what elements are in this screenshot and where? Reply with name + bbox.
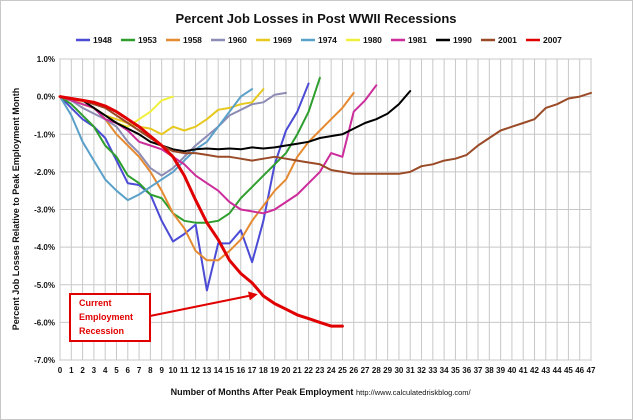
y-axis-label: Percent Job Losses Relative to Peak Empl… xyxy=(11,88,21,331)
y-tick-label: -3.0% xyxy=(34,206,55,215)
legend: 1948 1953 1958 1960 1969 1974 1980 1981 1990 2001… xyxy=(76,35,562,45)
series-line-1974 xyxy=(59,88,254,202)
legend-label-1981: 1981 xyxy=(408,35,427,45)
series-line-1960 xyxy=(59,91,287,177)
y-tick-labels: 1.0% 0.0% -1.0% -2.0% -3.0% -4.0% -5.0% -6.0% -7… xyxy=(34,55,55,365)
x-tick-label: 11 xyxy=(180,366,189,375)
legend-label-2001: 2001 xyxy=(498,35,517,45)
x-tick-label: 36 xyxy=(462,366,471,375)
x-tick-label: 24 xyxy=(327,366,336,375)
x-tick-label: 16 xyxy=(236,366,245,375)
x-tick-label: 10 xyxy=(169,366,178,375)
y-tick-label: 0.0% xyxy=(37,93,55,102)
x-tick-label: 47 xyxy=(587,366,596,375)
x-tick-label: 8 xyxy=(148,366,153,375)
legend-label-1990: 1990 xyxy=(453,35,472,45)
x-tick-label: 18 xyxy=(259,366,268,375)
y-tick-label: -6.0% xyxy=(34,318,55,327)
x-tick-label: 7 xyxy=(137,366,142,375)
x-tick-label: 39 xyxy=(496,366,505,375)
legend-label-2007: 2007 xyxy=(543,35,562,45)
x-tick-label: 28 xyxy=(372,366,381,375)
x-tick-label: 41 xyxy=(519,366,528,375)
x-tick-label: 25 xyxy=(338,366,347,375)
legend-label-1969: 1969 xyxy=(273,35,292,45)
y-tick-label: -7.0% xyxy=(34,356,55,365)
y-tick-label: -5.0% xyxy=(34,281,55,290)
x-tick-label: 40 xyxy=(507,366,516,375)
x-tick-label: 35 xyxy=(451,366,460,375)
x-tick-label: 12 xyxy=(191,366,200,375)
x-tick-label: 19 xyxy=(270,366,279,375)
x-axis-label: Number of Months After Peak Employment xyxy=(171,387,354,397)
annotation-box xyxy=(69,293,151,342)
x-tick-label: 22 xyxy=(304,366,313,375)
annotation: Current Employment Recession xyxy=(69,291,258,342)
annotation-arrow xyxy=(149,294,250,317)
legend-label-1953: 1953 xyxy=(138,35,157,45)
series-line-2001 xyxy=(59,91,592,175)
x-tick-label: 6 xyxy=(126,366,131,375)
chart-title: Percent Job Losses in Post WWII Recessio… xyxy=(175,11,456,26)
x-tick-labels: 0 1 2 3 4 5 6 7 8 9 10 11 12 13 14 15 16 17 18 19 20 21 22 23 24… xyxy=(58,366,596,375)
legend-label-1980: 1980 xyxy=(363,35,382,45)
legend-label-1958: 1958 xyxy=(183,35,202,45)
x-tick-label: 44 xyxy=(553,366,562,375)
x-tick-label: 14 xyxy=(214,366,223,375)
x-tick-label: 42 xyxy=(530,366,539,375)
x-tick-label: 23 xyxy=(315,366,324,375)
x-tick-label: 1 xyxy=(69,366,74,375)
x-tick-label: 43 xyxy=(541,366,550,375)
x-tick-label: 31 xyxy=(406,366,415,375)
x-tick-label: 20 xyxy=(282,366,291,375)
series-line-1953 xyxy=(59,76,321,224)
x-tick-label: 15 xyxy=(225,366,234,375)
x-tick-label: 2 xyxy=(80,366,85,375)
annotation-line-2: Employment xyxy=(79,312,133,322)
series-lines xyxy=(58,76,592,328)
y-tick-label: -1.0% xyxy=(34,130,55,139)
legend-label-1974: 1974 xyxy=(318,35,337,45)
x-tick-label: 37 xyxy=(474,366,483,375)
x-tick-label: 32 xyxy=(417,366,426,375)
legend-label-1948: 1948 xyxy=(93,35,112,45)
x-tick-label: 30 xyxy=(394,366,403,375)
series-line-1990 xyxy=(59,90,412,153)
annotation-line-1: Current xyxy=(79,298,112,308)
x-tick-label: 5 xyxy=(114,366,119,375)
source-url: http://www.calculatedriskblog.com/ xyxy=(356,388,472,397)
y-tick-label: -2.0% xyxy=(34,168,55,177)
series-line-2007 xyxy=(58,95,344,328)
x-tick-label: 34 xyxy=(440,366,449,375)
x-tick-label: 27 xyxy=(361,366,370,375)
x-tick-label: 33 xyxy=(428,366,437,375)
x-tick-label: 4 xyxy=(103,366,108,375)
annotation-arrowhead xyxy=(248,291,258,301)
x-tick-label: 46 xyxy=(575,366,584,375)
x-tick-label: 29 xyxy=(383,366,392,375)
y-tick-label: 1.0% xyxy=(37,55,55,64)
x-tick-label: 26 xyxy=(349,366,358,375)
x-tick-label: 45 xyxy=(564,366,573,375)
x-tick-label: 38 xyxy=(485,366,494,375)
annotation-line-3: Recession xyxy=(79,326,124,336)
x-tick-label: 17 xyxy=(248,366,257,375)
x-tick-label: 13 xyxy=(202,366,211,375)
y-tick-label: -4.0% xyxy=(34,243,55,252)
x-tick-label: 9 xyxy=(159,366,164,375)
series-line-1958 xyxy=(59,91,355,262)
x-tick-label: 3 xyxy=(92,366,97,375)
x-tick-label: 21 xyxy=(293,366,302,375)
x-tick-label: 0 xyxy=(58,366,63,375)
legend-label-1960: 1960 xyxy=(228,35,247,45)
